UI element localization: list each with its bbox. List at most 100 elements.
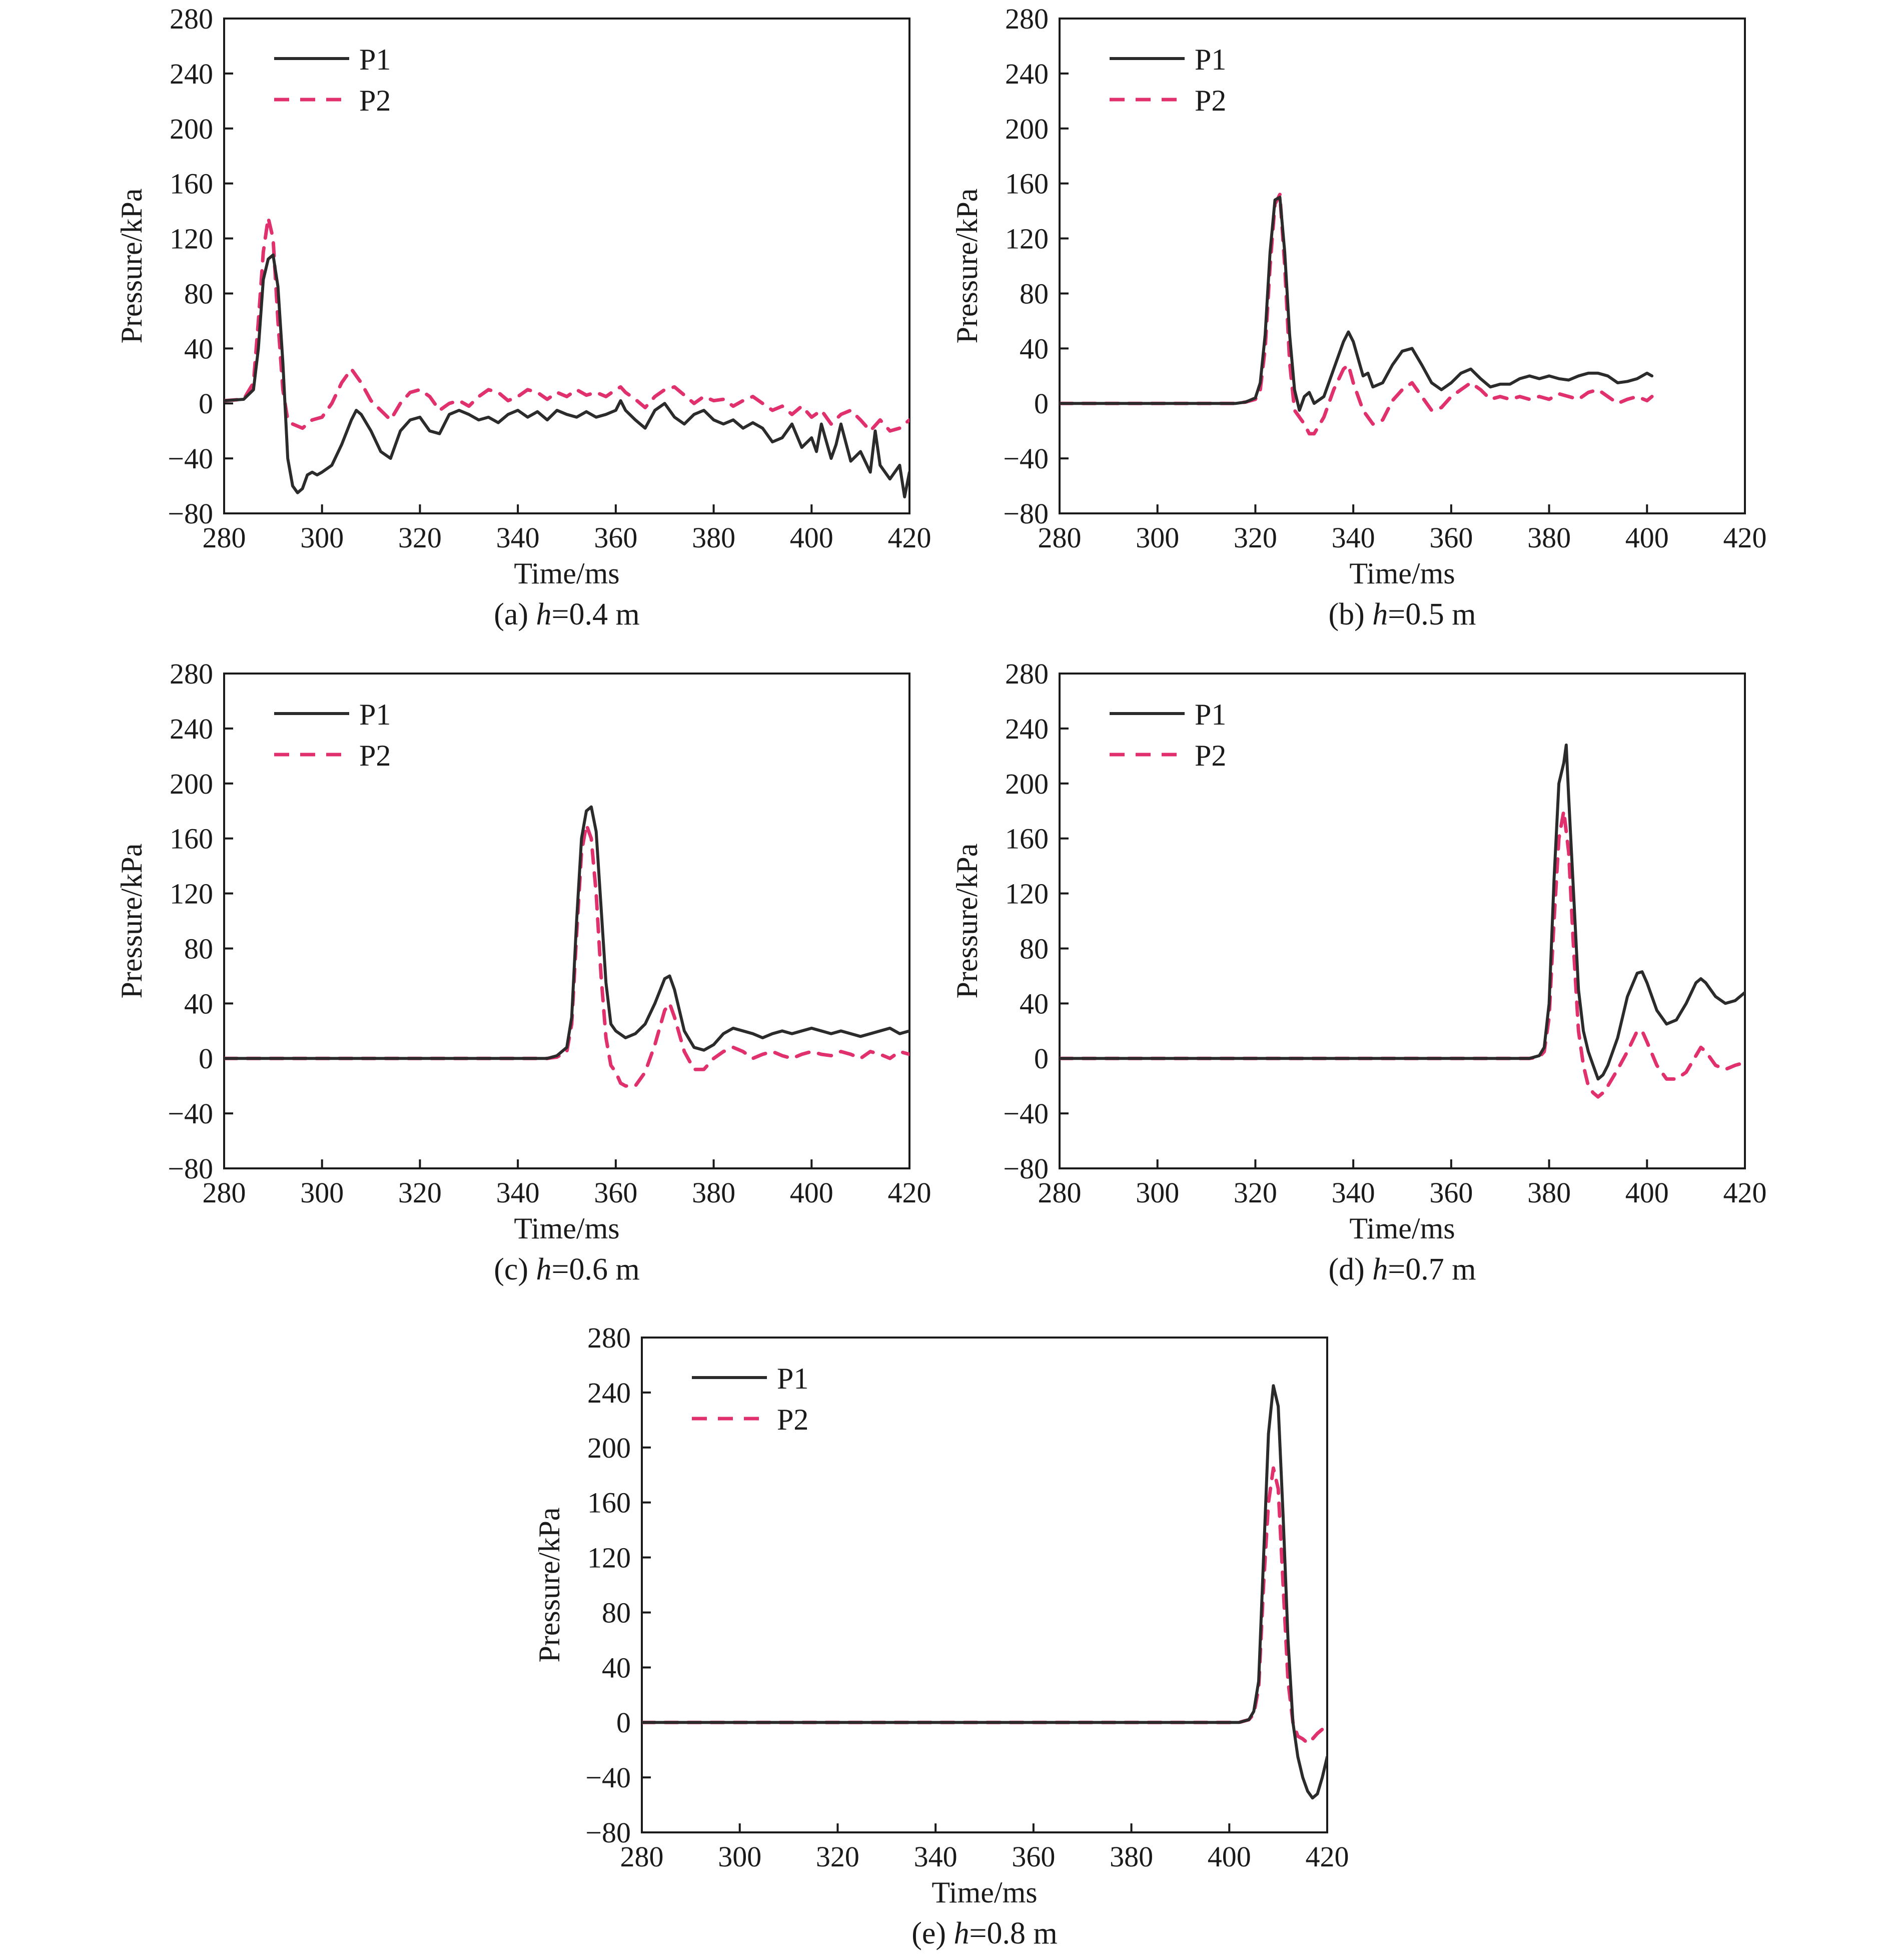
plot-frame	[223, 18, 910, 514]
panel-d: 280 300 320 340 360 380 400 420 −80 −40 0 40 80 120 16…	[951, 658, 1767, 1286]
x-tick-label: 340	[496, 1176, 540, 1209]
plot-frame	[1059, 18, 1746, 514]
y-tick-label: 80	[602, 1596, 631, 1629]
panel-b: 280 300 320 340 360 380 400 420 −80 −40 0 40 80 120 16…	[951, 3, 1767, 631]
x-tick-label: 380	[1110, 1840, 1153, 1873]
caption-rest: =0.5 m	[1388, 597, 1476, 631]
y-tick-label: 0	[1034, 387, 1049, 420]
legend-label-p1: P1	[1195, 698, 1226, 731]
x-tick-label: 380	[1527, 1176, 1571, 1209]
y-axis-label: Pressure/kPa	[951, 189, 984, 344]
x-axis-label: Time/ms	[514, 1212, 619, 1245]
panel-e: 280 300 320 340 360 380 400 420 −80 −40 0 40 80 120 16…	[533, 1322, 1349, 1950]
x-tick-label: 280	[620, 1840, 664, 1873]
series-line-p1	[224, 253, 909, 498]
x-tick-label: 360	[1429, 1176, 1473, 1209]
y-tick-label: 160	[587, 1487, 631, 1519]
caption-rest: =0.8 m	[970, 1916, 1058, 1950]
y-tick-label: 120	[170, 878, 213, 910]
caption-rest: =0.6 m	[552, 1252, 640, 1286]
series-line-p1	[642, 1384, 1327, 1800]
panel-a: 280 300 320 340 360 380 400 420 −80 −40 0 40 80 120 16…	[115, 3, 931, 631]
y-tick-label: 200	[170, 768, 213, 800]
x-tick-label: 360	[1012, 1840, 1055, 1873]
caption-variable: h	[536, 597, 552, 631]
x-tick-label: 400	[790, 521, 833, 554]
y-tick-label: 80	[1020, 932, 1049, 965]
caption-variable: h	[1372, 1252, 1388, 1286]
y-tick-label: −80	[1003, 1152, 1049, 1185]
x-tick-label: 380	[692, 1176, 735, 1209]
series-line-p2	[224, 823, 909, 1088]
y-tick-label: 40	[184, 987, 213, 1020]
y-tick-label: 160	[170, 168, 213, 200]
y-tick-label: 160	[1005, 168, 1049, 200]
x-tick-label: 280	[1038, 1176, 1082, 1209]
x-axis-label: Time/ms	[514, 557, 619, 590]
panel-caption: (d) h=0.7 m	[1329, 1252, 1476, 1286]
y-tick-label: −40	[168, 1097, 213, 1130]
y-tick-label: −40	[1003, 1097, 1049, 1130]
series-line-p2	[1060, 809, 1745, 1099]
y-tick-label: −80	[168, 1152, 213, 1185]
caption-prefix: (b)	[1329, 597, 1373, 631]
y-tick-label: −80	[1003, 497, 1049, 530]
x-tick-label: 320	[1234, 521, 1277, 554]
y-tick-label: 280	[170, 3, 213, 35]
x-tick-label: 420	[1723, 521, 1767, 554]
plot-frame	[641, 1337, 1328, 1833]
x-tick-label: 280	[1038, 521, 1082, 554]
panel-caption: (c) h=0.6 m	[494, 1252, 640, 1286]
series-line-p1	[1060, 196, 1654, 412]
y-tick-label: 80	[184, 277, 213, 310]
y-tick-label: 280	[1005, 3, 1049, 35]
x-tick-label: 400	[1625, 1176, 1669, 1209]
x-tick-label: 320	[398, 521, 442, 554]
y-tick-label: −80	[585, 1816, 631, 1849]
plot-frame	[223, 673, 910, 1169]
x-tick-label: 360	[594, 1176, 637, 1209]
x-tick-label: 400	[1208, 1840, 1251, 1873]
x-axis-label: Time/ms	[931, 1876, 1037, 1909]
x-axis-label: Time/ms	[1349, 557, 1455, 590]
caption-prefix: (e)	[911, 1916, 954, 1950]
y-tick-label: 240	[1005, 58, 1049, 90]
panel-caption: (b) h=0.5 m	[1329, 597, 1476, 631]
x-tick-label: 280	[203, 521, 246, 554]
x-tick-label: 300	[1136, 1176, 1179, 1209]
legend-label-p1: P1	[359, 698, 391, 731]
y-tick-label: 200	[170, 113, 213, 145]
x-tick-label: 300	[1136, 521, 1179, 554]
caption-rest: =0.7 m	[1388, 1252, 1476, 1286]
y-tick-label: 0	[199, 1042, 213, 1075]
y-tick-label: 80	[1020, 277, 1049, 310]
legend-label-p1: P1	[1195, 43, 1226, 76]
y-tick-label: 240	[170, 713, 213, 745]
x-tick-label: 420	[1306, 1840, 1349, 1873]
x-tick-label: 320	[398, 1176, 442, 1209]
y-tick-label: −80	[168, 497, 213, 530]
x-tick-label: 400	[1625, 521, 1669, 554]
y-tick-label: 120	[170, 223, 213, 255]
x-tick-label: 320	[1234, 1176, 1277, 1209]
y-tick-label: 240	[587, 1377, 631, 1409]
x-tick-label: 420	[888, 521, 931, 554]
caption-variable: h	[954, 1916, 970, 1950]
caption-prefix: (d)	[1329, 1252, 1373, 1286]
series-line-p1	[224, 805, 909, 1060]
legend-label-p2: P2	[359, 84, 391, 117]
x-tick-label: 300	[718, 1840, 761, 1873]
y-tick-label: 200	[1005, 768, 1049, 800]
legend-label-p1: P1	[777, 1362, 808, 1395]
y-tick-label: 0	[199, 387, 213, 420]
x-tick-label: 300	[300, 521, 344, 554]
y-tick-label: −40	[1003, 442, 1049, 475]
y-tick-label: 280	[1005, 658, 1049, 690]
y-axis-label: Pressure/kPa	[115, 844, 148, 999]
x-tick-label: 320	[816, 1840, 859, 1873]
legend-label-p2: P2	[1195, 84, 1226, 117]
caption-variable: h	[536, 1252, 552, 1286]
y-tick-label: 120	[1005, 878, 1049, 910]
